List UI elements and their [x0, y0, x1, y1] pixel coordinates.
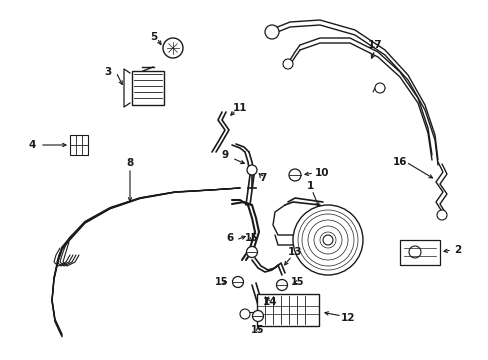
Circle shape	[374, 83, 384, 93]
Text: 13: 13	[287, 247, 302, 257]
Circle shape	[264, 25, 279, 39]
Circle shape	[252, 310, 263, 321]
Circle shape	[288, 169, 301, 181]
Circle shape	[292, 205, 362, 275]
Text: 6: 6	[226, 233, 233, 243]
Bar	[399, 240, 439, 265]
Text: 14: 14	[262, 297, 277, 307]
Circle shape	[246, 247, 257, 257]
Circle shape	[246, 165, 257, 175]
Bar	[70, 135, 88, 155]
Text: 4: 4	[28, 140, 36, 150]
Bar	[132, 71, 163, 105]
Text: 1: 1	[306, 181, 313, 191]
Text: 2: 2	[453, 245, 461, 255]
Bar	[257, 294, 318, 326]
Circle shape	[436, 210, 446, 220]
Text: 7: 7	[259, 173, 266, 183]
Circle shape	[283, 59, 292, 69]
Text: 3: 3	[104, 67, 111, 77]
Circle shape	[323, 235, 332, 245]
Text: 17: 17	[367, 40, 382, 50]
Text: 11: 11	[232, 103, 247, 113]
Circle shape	[240, 309, 249, 319]
Text: 9: 9	[221, 150, 228, 160]
Text: 12: 12	[340, 313, 354, 323]
Text: 10: 10	[314, 168, 328, 178]
Text: 16: 16	[392, 157, 407, 167]
Circle shape	[408, 246, 420, 258]
Text: 5: 5	[150, 32, 157, 42]
Text: 15: 15	[251, 325, 264, 335]
Text: 8: 8	[126, 158, 133, 168]
Text: 15: 15	[291, 277, 304, 287]
Circle shape	[232, 276, 243, 288]
Text: 15: 15	[245, 233, 258, 243]
Circle shape	[163, 38, 183, 58]
Text: 15: 15	[215, 277, 228, 287]
Circle shape	[276, 279, 287, 291]
